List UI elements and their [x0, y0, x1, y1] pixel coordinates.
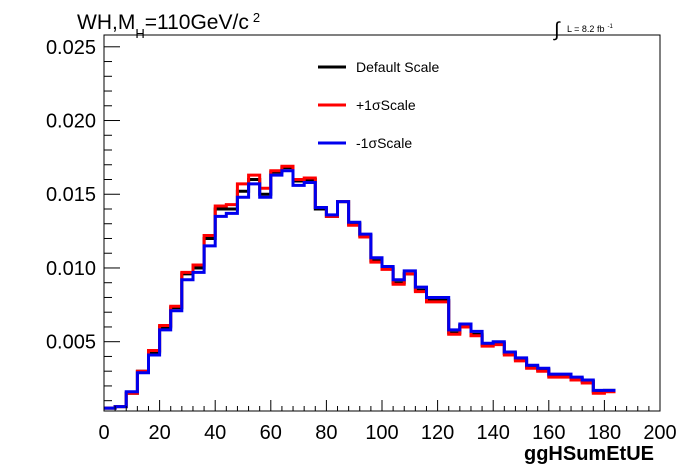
- x-axis-label: ggHSumEtUE: [524, 443, 654, 465]
- lumi-label-text: L = 8.2 fb: [567, 24, 604, 34]
- y-tick-label: 0.005: [46, 332, 96, 354]
- x-tick-label: 180: [588, 422, 621, 444]
- x-tick-label: 40: [204, 422, 226, 444]
- y-tick-label: 0.010: [46, 258, 96, 280]
- x-tick-label: 140: [477, 422, 510, 444]
- plot-frame: [103, 34, 661, 412]
- axes: 0 20 40 60 80 100 120 140 160 180 200 0.005 0.010 0.0…: [46, 37, 677, 444]
- y-tick-label: 0.025: [46, 37, 96, 59]
- lumi-label: L = 8.2 fb -1: [567, 24, 613, 34]
- chart-title-superscript: 2: [253, 10, 260, 25]
- x-tick-label: 160: [532, 422, 565, 444]
- chart-title-main: WH,M: [77, 11, 135, 34]
- legend-label-2: +1σScale: [356, 97, 416, 113]
- legend: Default Scale +1σScale -1σScale: [318, 59, 439, 151]
- x-tick-label: 60: [260, 422, 282, 444]
- chart-title-subscript: H: [135, 26, 144, 41]
- x-tick-label: 120: [421, 422, 454, 444]
- y-tick-label: 0.015: [46, 184, 96, 206]
- series-layer: [104, 164, 616, 410]
- x-tick-label: 0: [98, 422, 109, 444]
- chart-title-rest: =110GeV/c: [145, 11, 249, 34]
- x-tick-label: 200: [643, 422, 676, 444]
- x-tick-label: 100: [365, 422, 398, 444]
- y-tick-label: 0.020: [46, 111, 96, 133]
- chart-title: WH,MH=110GeV/c 2: [77, 10, 260, 41]
- lumi-integral-symbol: ∫: [553, 19, 561, 41]
- lumi-label-superscript: -1: [607, 24, 613, 30]
- legend-label-1: Default Scale: [356, 59, 439, 75]
- x-tick-label: 20: [148, 422, 170, 444]
- series-line-3: [104, 169, 616, 410]
- x-tick-label: 80: [315, 422, 337, 444]
- legend-label-3: -1σScale: [356, 135, 412, 151]
